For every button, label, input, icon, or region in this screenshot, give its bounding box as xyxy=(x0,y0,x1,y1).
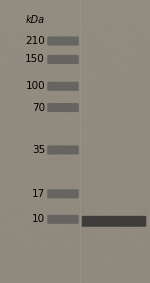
Text: 35: 35 xyxy=(32,145,45,155)
FancyBboxPatch shape xyxy=(47,215,79,224)
Text: 100: 100 xyxy=(25,81,45,91)
FancyBboxPatch shape xyxy=(47,55,79,64)
Text: 210: 210 xyxy=(25,36,45,46)
FancyBboxPatch shape xyxy=(47,189,79,198)
Text: kDa: kDa xyxy=(26,15,45,25)
Text: 70: 70 xyxy=(32,102,45,113)
FancyBboxPatch shape xyxy=(47,82,79,91)
Text: 150: 150 xyxy=(25,54,45,65)
Text: 17: 17 xyxy=(32,189,45,199)
FancyBboxPatch shape xyxy=(82,216,146,227)
FancyBboxPatch shape xyxy=(47,103,79,112)
Text: 10: 10 xyxy=(32,214,45,224)
FancyBboxPatch shape xyxy=(47,37,79,46)
FancyBboxPatch shape xyxy=(47,145,79,155)
